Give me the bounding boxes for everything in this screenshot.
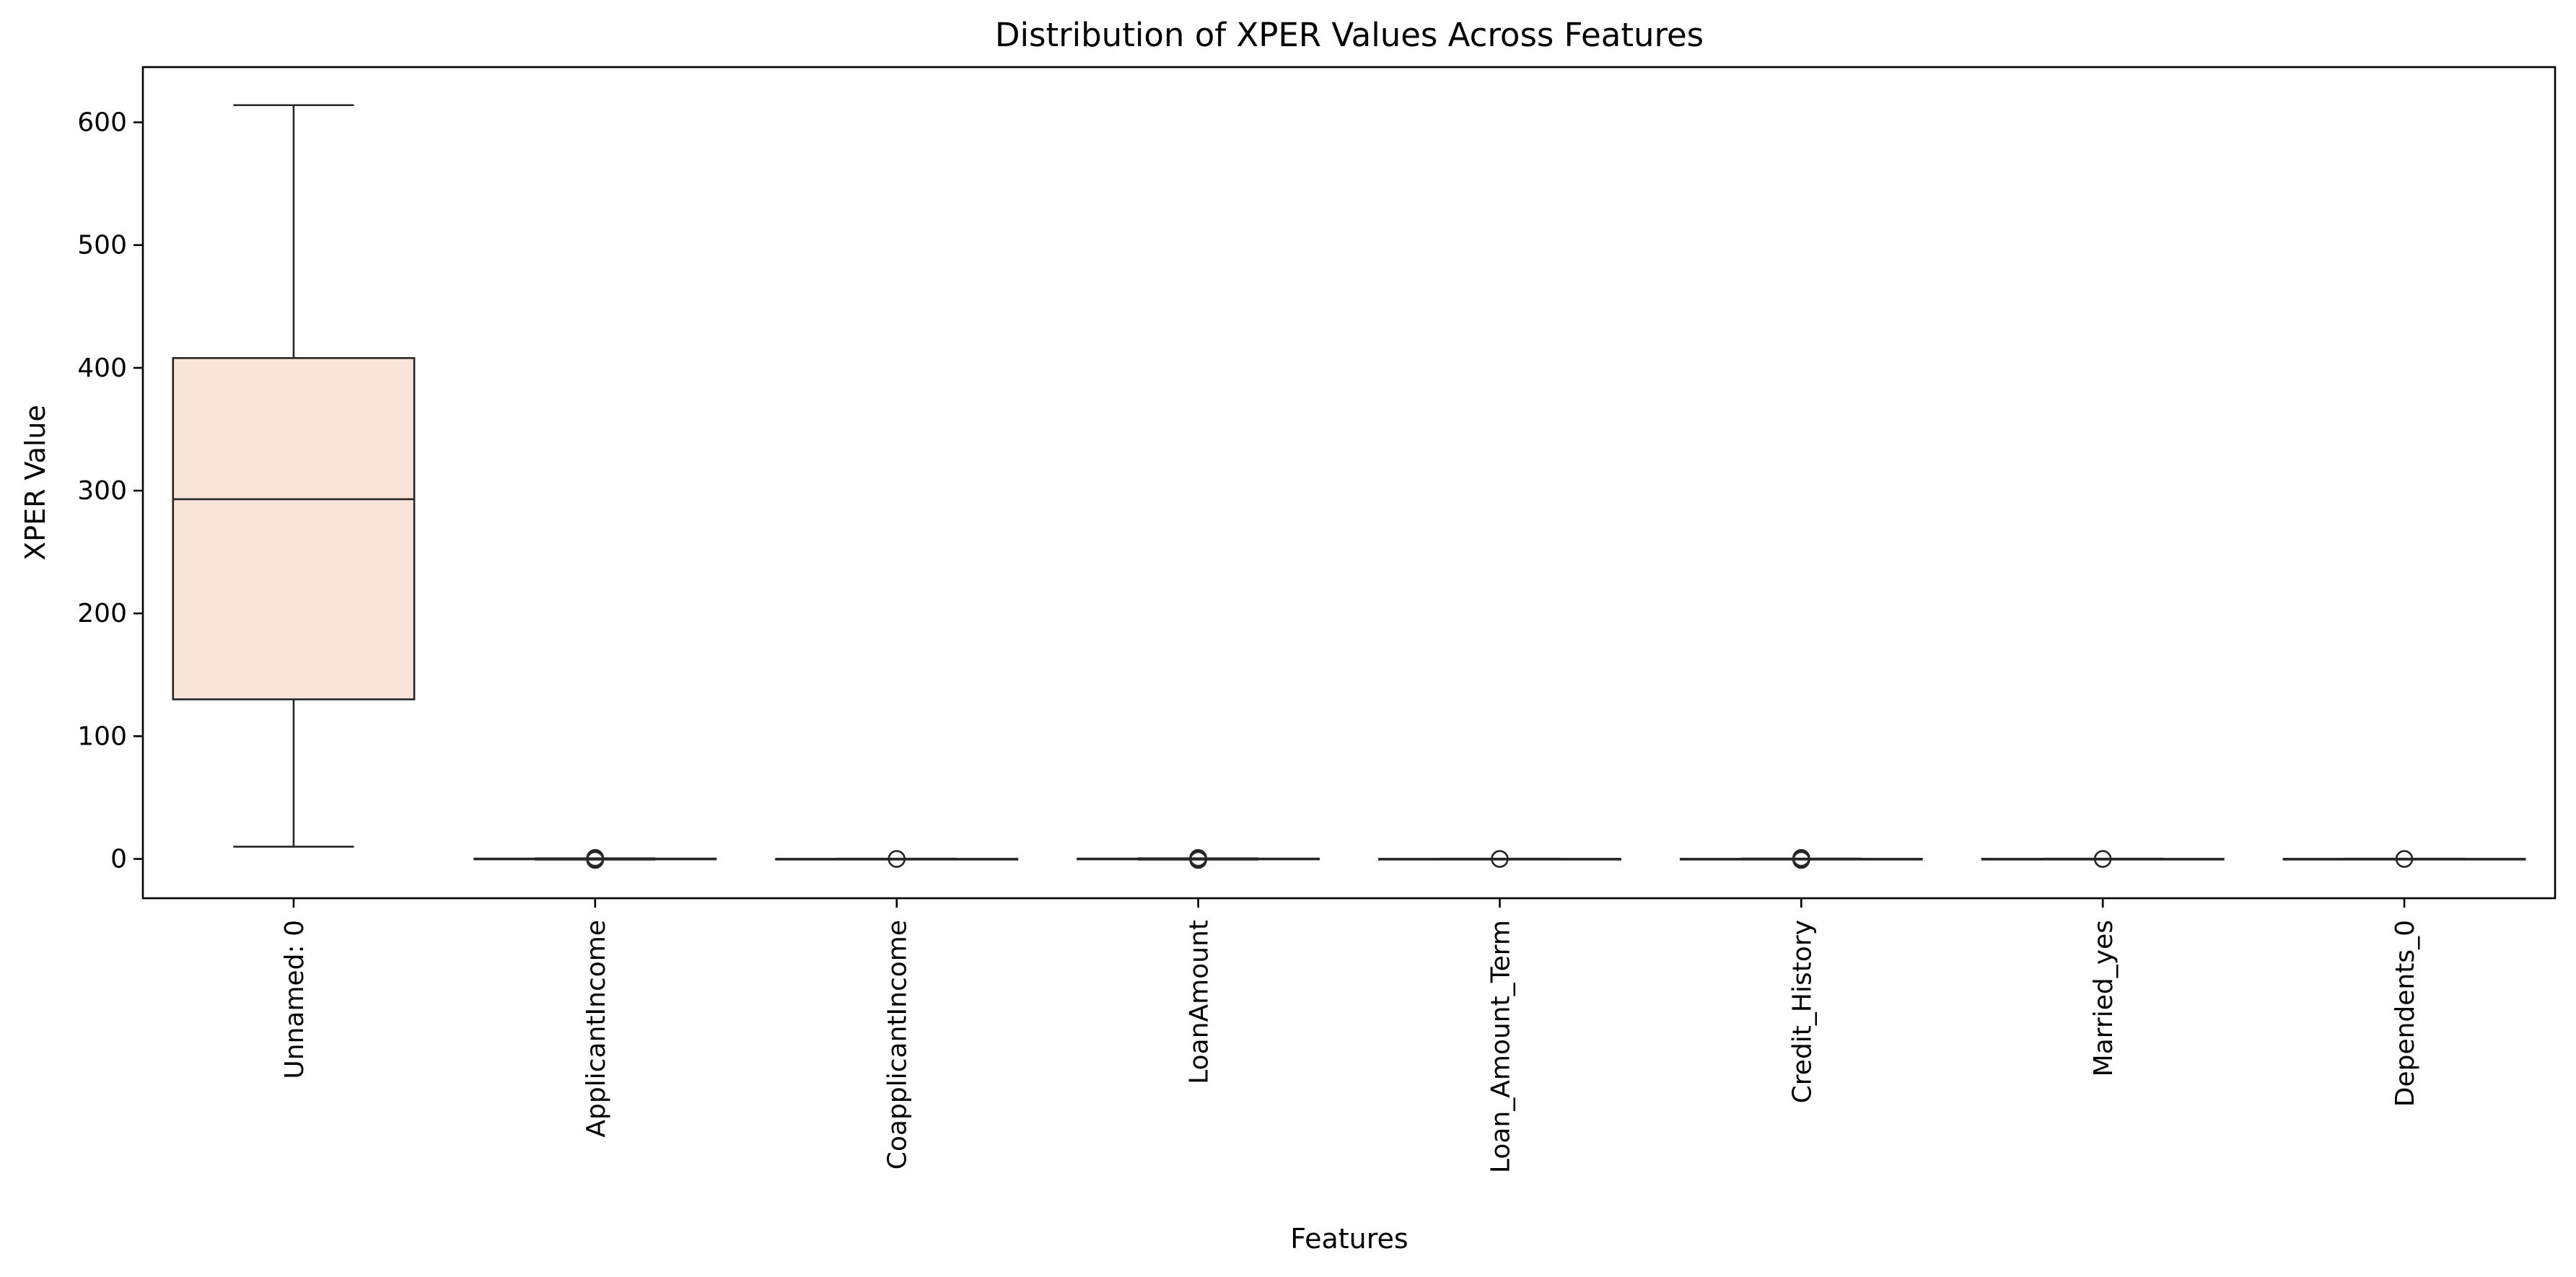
- x-tick-label: ApplicantIncome: [582, 920, 611, 1138]
- x-tick-label: LoanAmount: [1185, 920, 1214, 1084]
- x-axis-ticks: Unnamed: 0 ApplicantIncome CoapplicantInco…: [280, 898, 2420, 1173]
- y-tick-label: 600: [77, 108, 127, 138]
- outlier-point: [888, 850, 906, 868]
- box-dependents-0: [2282, 850, 2526, 868]
- x-tick-label: Married_yes: [2089, 920, 2119, 1076]
- x-tick-label: Loan_Amount_Term: [1486, 920, 1515, 1173]
- box-loan-amount-term: [1377, 850, 1621, 868]
- y-tick-label: 200: [77, 599, 127, 628]
- x-axis-label: Features: [1290, 1223, 1408, 1255]
- x-tick-label: CoapplicantIncome: [883, 920, 913, 1170]
- box-loanamount: [1077, 848, 1320, 869]
- box-married-yes: [1981, 850, 2225, 868]
- outlier-point: [2395, 850, 2414, 868]
- outlier-point: [1491, 850, 1509, 868]
- outlier-point: [2093, 850, 2112, 868]
- x-tick-label: Dependents_0: [2391, 920, 2420, 1107]
- outlier-point: [1189, 851, 1207, 869]
- box-applicantincome: [473, 848, 717, 869]
- y-tick-label: 400: [77, 354, 127, 383]
- plot-area: [172, 104, 2526, 869]
- box-unnamed-0: [172, 104, 416, 848]
- y-tick-label: 500: [77, 231, 127, 260]
- y-tick-label: 100: [77, 721, 127, 751]
- y-tick-label: 0: [110, 845, 127, 874]
- y-axis-ticks: 0 100 200 300 400 500 600: [77, 108, 143, 874]
- outlier-point: [586, 851, 605, 869]
- plot-frame: [141, 66, 2557, 900]
- chart-title: Distribution of XPER Values Across Featu…: [995, 16, 1704, 54]
- box-body: [172, 356, 416, 701]
- box-credit-history: [1679, 848, 1923, 869]
- outlier-point: [1792, 851, 1810, 869]
- x-tick-label: Unnamed: 0: [280, 920, 310, 1079]
- y-tick-label: 300: [77, 476, 127, 506]
- box-coapplicantincome: [775, 850, 1019, 868]
- y-axis-label: XPER Value: [19, 405, 51, 561]
- x-tick-label: Credit_History: [1787, 920, 1817, 1103]
